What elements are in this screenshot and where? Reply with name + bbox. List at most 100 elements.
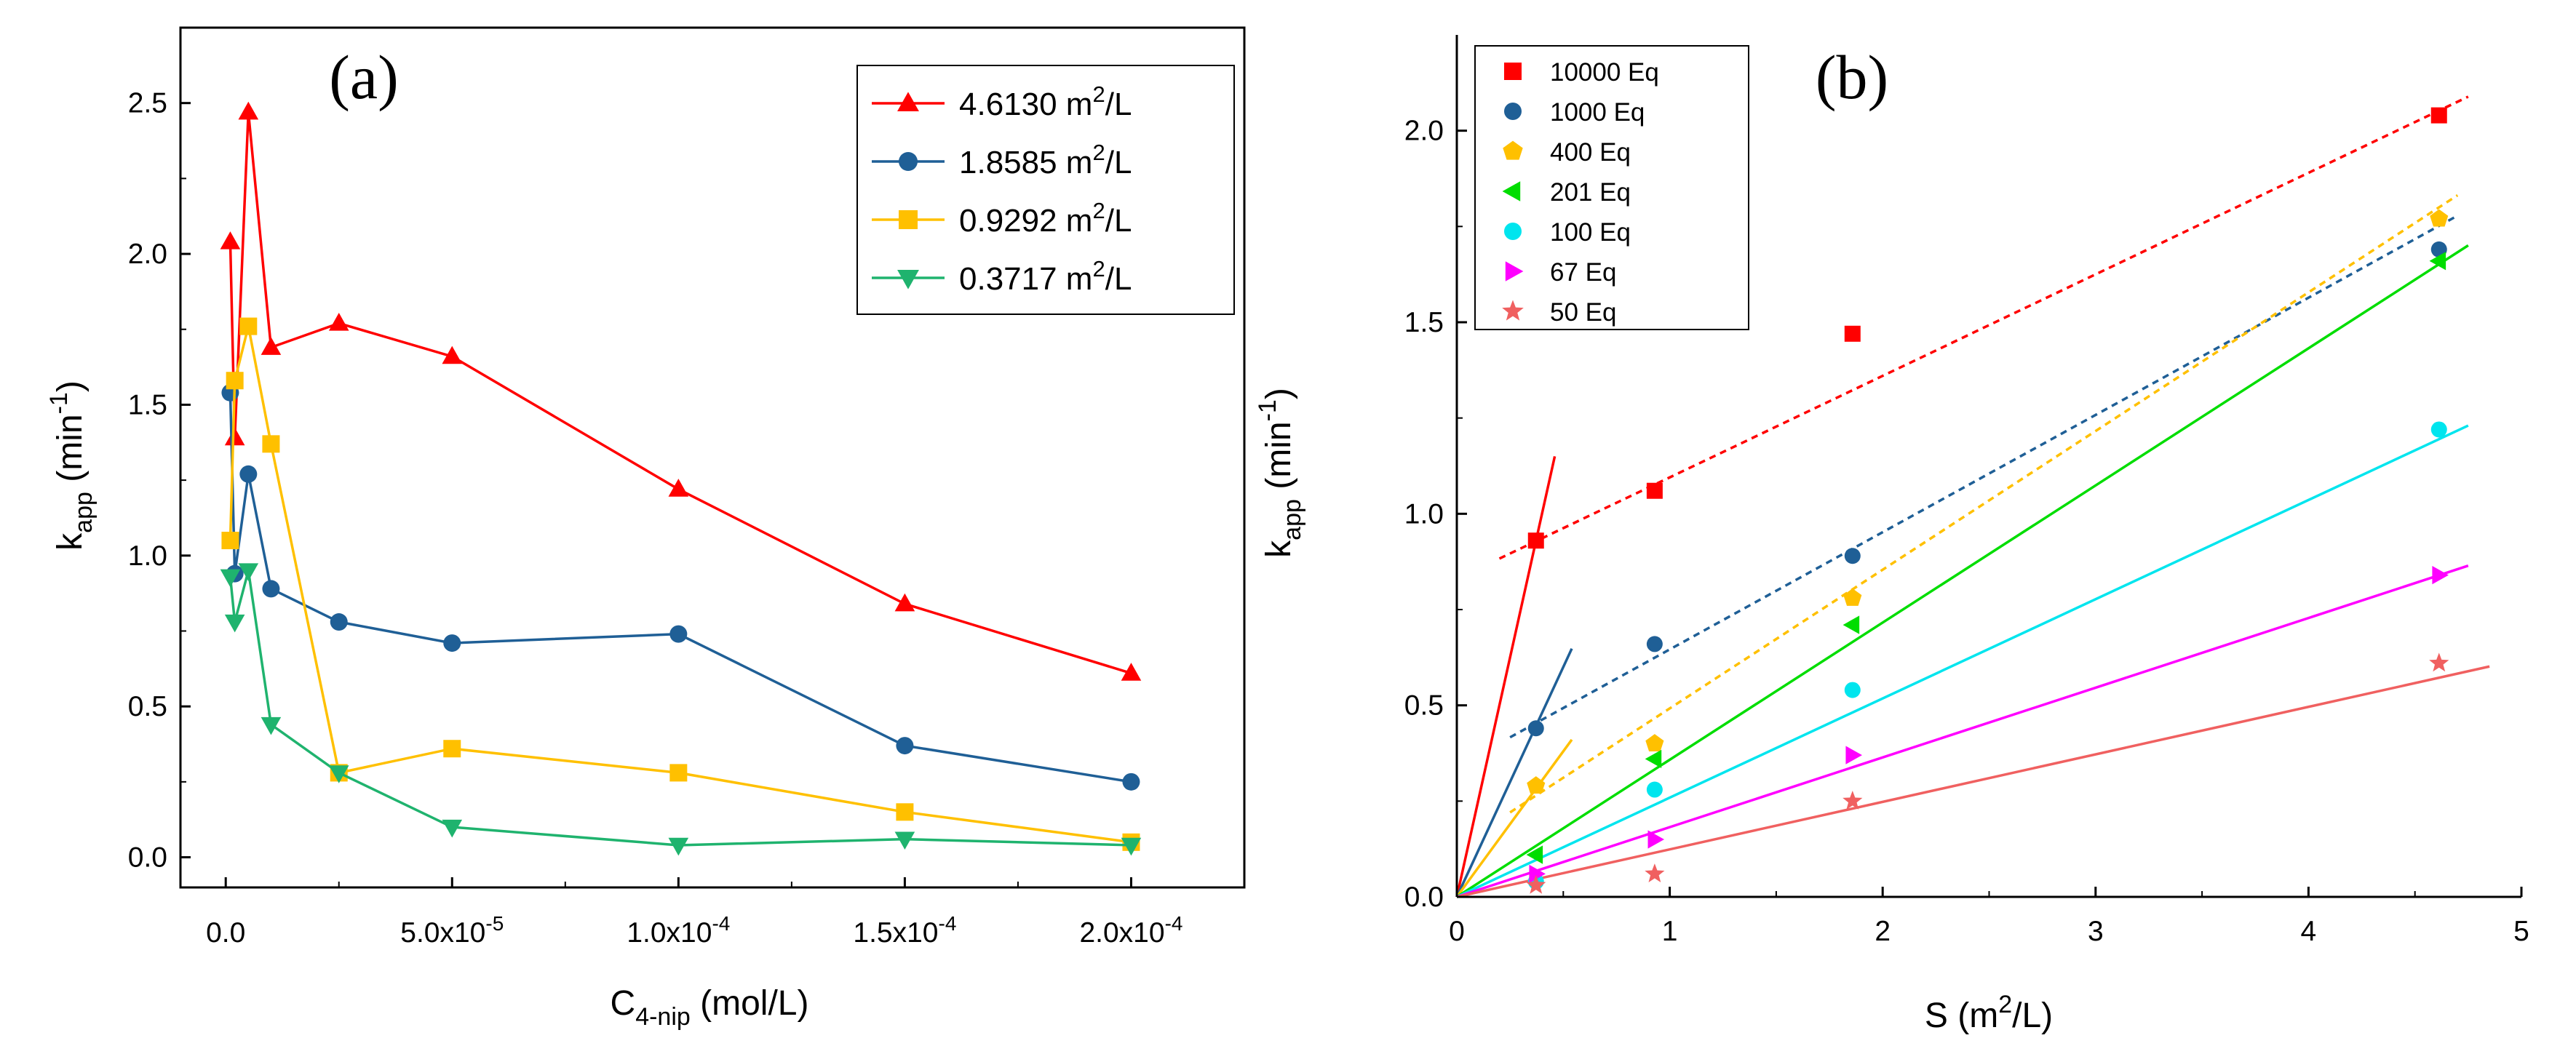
panel-b-data-point xyxy=(1646,482,1663,499)
panel-a-label: (a) xyxy=(329,42,398,112)
panel-a-legend-label: 0.9292 m2/L xyxy=(959,198,1132,239)
panel-b-data-point xyxy=(2430,209,2449,227)
panel-a-data-point xyxy=(894,593,915,612)
panel-a-data-point xyxy=(668,837,689,856)
panel-b-y-tick-label: 1.0 xyxy=(1404,498,1444,530)
panel-b-data-point xyxy=(2430,421,2447,438)
panel-a-x-tick-label: 1.0x10-4 xyxy=(627,912,730,949)
panel-b-initial-fit-line xyxy=(1455,738,1573,898)
panel-b-fit-line xyxy=(1456,665,2490,898)
panel-b-data-point xyxy=(1844,325,1861,342)
panel-a-x-tick-label: 2.0x10-4 xyxy=(1079,912,1182,949)
panel-a-legend-label: 0.3717 m2/L xyxy=(959,256,1132,297)
panel-b-data-point xyxy=(1844,548,1861,564)
panel-b-legend-marker xyxy=(1504,223,1522,240)
panel-b-data-point xyxy=(1526,845,1543,864)
panel-a-data-point xyxy=(669,764,688,782)
panel-a-data-point xyxy=(220,569,241,588)
panel-b-legend-marker xyxy=(1505,261,1524,282)
panel-a-data-point xyxy=(1121,837,1142,856)
panel-b-x-tick-label: 0 xyxy=(1449,916,1465,947)
panel-a-y-tick-label: 0.0 xyxy=(128,842,167,874)
panel-a-data-point xyxy=(226,372,244,390)
panel-b-legend-marker xyxy=(1503,140,1523,160)
panel-b-y-tick-label: 0.0 xyxy=(1404,882,1444,913)
panel-b-fit-line xyxy=(1456,244,2469,898)
panel-b-fit-line xyxy=(1509,214,2459,739)
panel-a-legend-label: 1.8585 m2/L xyxy=(959,140,1132,180)
panel-b-legend-marker xyxy=(1504,63,1522,80)
panel-a-data-point xyxy=(262,580,280,598)
panel-b-legend-label: 67 Eq xyxy=(1550,258,1616,287)
panel-b-data-point xyxy=(1527,776,1546,794)
panel-a-legend-marker xyxy=(899,210,918,229)
panel-a-y-tick-label: 0.5 xyxy=(128,691,167,722)
panel-b-initial-fit-line xyxy=(1455,647,1573,898)
panel-b-fit-line xyxy=(1509,193,2459,814)
panel-b-x-tick-label: 2 xyxy=(1875,916,1891,947)
panel-b-data-point xyxy=(2429,652,2449,672)
panel-b-data-point xyxy=(1844,682,1861,698)
panel-b-legend-marker xyxy=(1502,300,1524,321)
panel-a-data-point xyxy=(221,532,239,550)
panel-a-data-point xyxy=(669,625,688,643)
panel-b-data-point xyxy=(2429,252,2446,271)
panel-b-legend-label: 50 Eq xyxy=(1550,298,1616,327)
panel-a-data-point xyxy=(894,831,915,850)
panel-b-x-axis-title: S (m2/L) xyxy=(1925,991,2053,1035)
panel-b-data-point xyxy=(1645,749,1662,769)
panel-b-label: (b) xyxy=(1816,42,1888,112)
panel-b-data-point xyxy=(1646,781,1663,798)
panel-b-fit-line xyxy=(1456,424,2469,898)
panel-b-x-tick-label: 3 xyxy=(2088,916,2104,947)
panel-a-data-point xyxy=(262,435,280,453)
panel-b-y-tick-label: 2.0 xyxy=(1404,116,1444,147)
panel-b-data-point xyxy=(1527,532,1544,549)
panel-b-data-point xyxy=(1529,864,1546,884)
panel-b-data-point xyxy=(2432,565,2449,585)
panel-a-data-point xyxy=(239,317,258,335)
panel-b-data-point xyxy=(1647,830,1665,849)
panel-b-legend-label: 100 Eq xyxy=(1550,218,1631,247)
panel-a-legend-label: 4.6130 m2/L xyxy=(959,81,1132,122)
panel-a-x-tick-label: 0.0 xyxy=(206,917,245,949)
panel-b-initial-fit-line xyxy=(1455,455,1557,898)
panel-b-data-point xyxy=(1845,746,1862,764)
panel-a-data-point xyxy=(1122,772,1140,791)
panel-a-y-tick-label: 1.0 xyxy=(128,540,167,572)
panel-a-data-point xyxy=(328,313,349,331)
panel-a-data-point xyxy=(896,803,914,821)
panel-b-data-point xyxy=(1527,720,1544,737)
panel-a-x-tick-label: 5.0x10-5 xyxy=(400,912,504,949)
panel-a-data-point xyxy=(330,613,348,631)
panel-a-legend-marker xyxy=(897,269,919,290)
panel-a-data-point xyxy=(328,765,349,783)
panel-a-x-tick-label: 1.5x10-4 xyxy=(853,912,956,949)
panel-a: 0.0 5.0x10-5 1.0x10-4 1.5x10-4 2.0x10-4 0.0 0.… xyxy=(45,26,1246,1031)
panel-a-y-axis-title: kapp (min-1) xyxy=(45,380,98,551)
panel-b-fit-line xyxy=(1456,564,2469,898)
panel-b-y-tick-label: 1.5 xyxy=(1404,307,1444,338)
panel-b-data-point xyxy=(1843,588,1862,606)
panel-a-data-point xyxy=(442,819,463,838)
panel-b-data-point xyxy=(1526,874,1546,894)
panel-b-x-tick-label: 1 xyxy=(1662,916,1678,947)
panel-a-data-point xyxy=(668,479,689,497)
panel-a-data-point xyxy=(238,101,259,120)
panel-a-data-point xyxy=(238,563,259,581)
panel-a-data-point xyxy=(261,716,282,735)
panel-b-x-tick-label: 4 xyxy=(2301,916,2317,947)
panel-b-legend-label: 400 Eq xyxy=(1550,138,1631,167)
panel-a-data-point xyxy=(220,231,241,249)
panel-a-y-tick-label: 2.5 xyxy=(128,88,167,119)
panel-a-data-point xyxy=(239,465,258,483)
panel-a-data-point xyxy=(443,740,461,758)
panel-b-data-point xyxy=(1645,863,1665,882)
panel-b-fit-line xyxy=(1498,95,2469,560)
panel-b-legend: 10000 Eq 1000 Eq 400 Eq 201 Eq 100 Eq 67 Eq 50… xyxy=(1474,45,1749,330)
panel-a-legend-marker xyxy=(899,152,918,171)
panel-a-data-point xyxy=(224,614,245,633)
panel-a-y-tick-label: 2.0 xyxy=(128,239,167,270)
panel-a-data-point xyxy=(443,634,461,652)
panel-a-y-tick-label: 1.5 xyxy=(128,389,167,420)
